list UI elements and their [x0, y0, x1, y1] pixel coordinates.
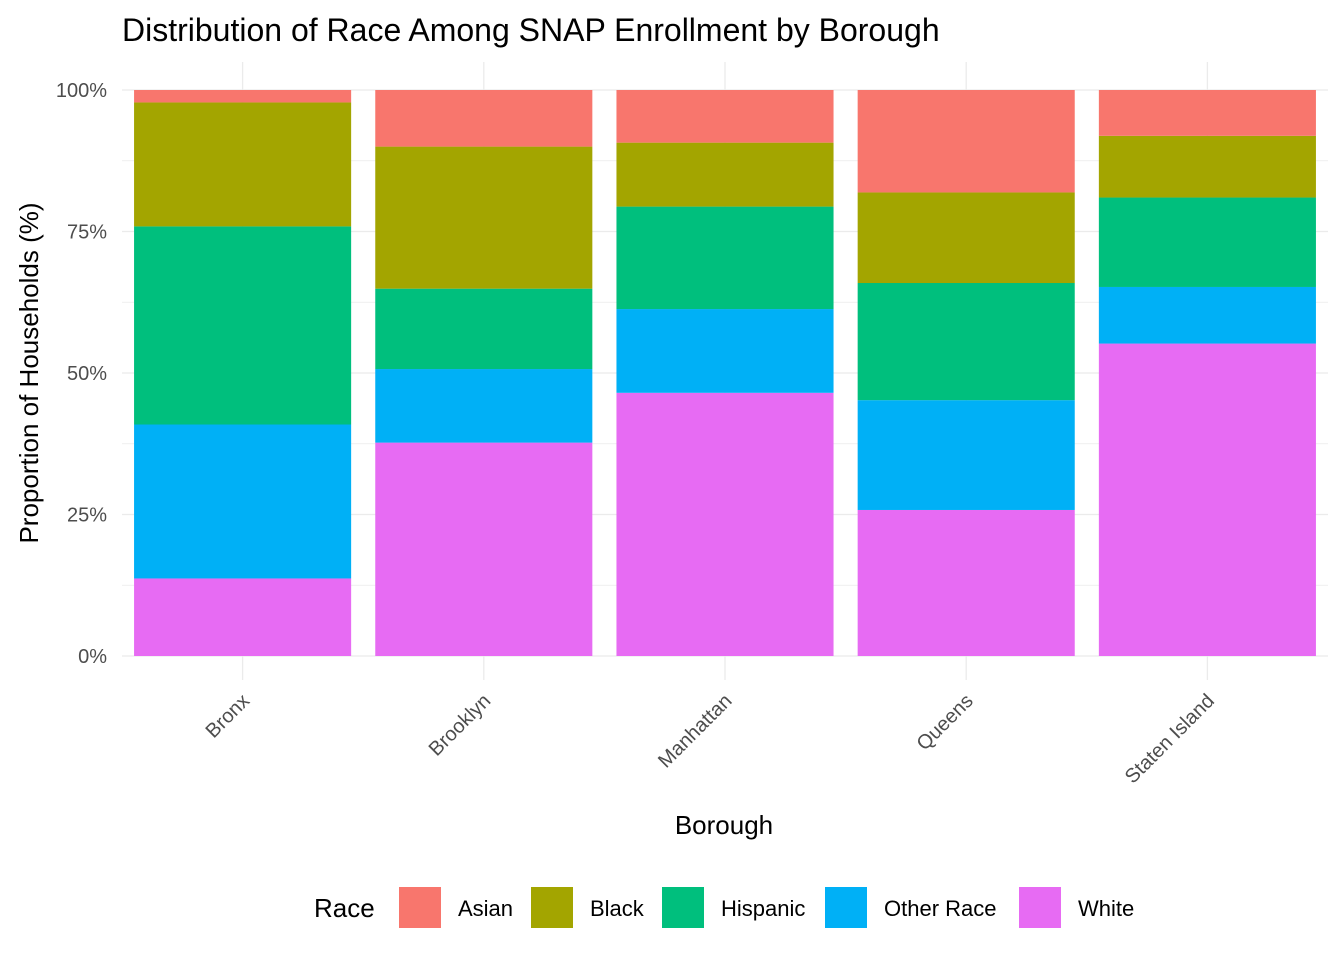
bar-queens-black [857, 192, 1075, 284]
legend-label-asian: Asian [458, 896, 513, 921]
bar-staten-island-hispanic [1098, 197, 1316, 287]
legend-key-hispanic [662, 887, 704, 928]
legend-label-black: Black [590, 896, 645, 921]
legend-key-asian [399, 887, 441, 928]
bar-staten-island-asian [1098, 90, 1316, 136]
legend-key-other-race [825, 887, 867, 928]
legend-label-white: White [1078, 896, 1134, 921]
y-tick-label: 0% [78, 646, 107, 668]
legend: Race Asian Black Hispanic Other Race White [314, 887, 1134, 928]
bar-brooklyn-asian [375, 90, 593, 147]
legend-label-hispanic: Hispanic [721, 896, 805, 921]
x-tick-label: Bronx [202, 690, 255, 743]
legend-key-white [1019, 887, 1061, 928]
y-tick-label: 25% [67, 505, 107, 527]
x-tick-label: Brooklyn [425, 690, 496, 761]
bar-bronx-black [134, 102, 352, 227]
bar-staten-island-black [1098, 135, 1316, 198]
bar-brooklyn-other-race [375, 369, 593, 443]
bar-staten-island-other-race [1098, 286, 1316, 344]
bar-manhattan-other-race [616, 309, 834, 393]
y-axis-ticks: 0% 25% 50% 75% 100% [56, 80, 107, 668]
legend-title: Race [314, 893, 375, 923]
bar-brooklyn-white [375, 442, 593, 656]
bar-queens-hispanic [857, 283, 1075, 401]
bar-bronx-hispanic [134, 226, 352, 425]
bar-manhattan-white [616, 392, 834, 656]
bar-brooklyn-black [375, 146, 593, 289]
x-axis-title: Borough [675, 810, 773, 840]
y-tick-label: 50% [67, 363, 107, 385]
bar-bronx-white [134, 578, 352, 656]
bar-queens-other-race [857, 400, 1075, 510]
legend-label-other-race: Other Race [884, 896, 997, 921]
bar-queens-white [857, 509, 1075, 656]
bar-staten-island-white [1098, 343, 1316, 656]
bar-bronx-asian [134, 90, 352, 103]
bars [134, 90, 1316, 656]
y-axis-title: Proportion of Households (%) [14, 202, 44, 543]
bar-brooklyn-hispanic [375, 288, 593, 370]
x-tick-label: Staten Island [1121, 690, 1219, 788]
bar-queens-asian [857, 90, 1075, 193]
legend-key-black [531, 887, 573, 928]
chart-title: Distribution of Race Among SNAP Enrollme… [122, 12, 940, 48]
x-axis-ticks: Bronx Brooklyn Manhattan Queens Staten Islan… [202, 690, 1219, 788]
bar-bronx-other-race [134, 424, 352, 579]
y-tick-label: 75% [67, 222, 107, 244]
bar-manhattan-hispanic [616, 206, 834, 310]
y-tick-label: 100% [56, 80, 107, 102]
bar-manhattan-black [616, 142, 834, 207]
x-tick-label: Manhattan [654, 690, 736, 772]
x-tick-label: Queens [913, 690, 978, 755]
bar-manhattan-asian [616, 90, 834, 143]
